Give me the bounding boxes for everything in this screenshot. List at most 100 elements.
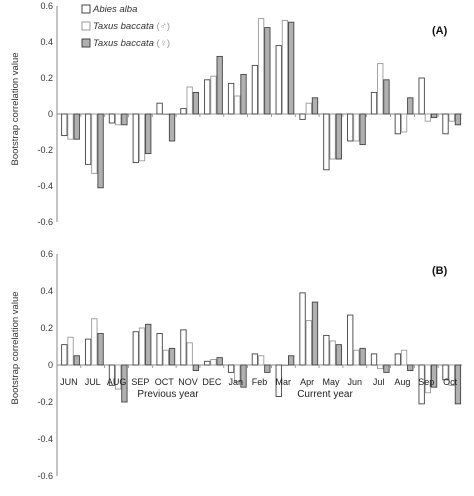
panel-a-bar-series-2-sep [424,113,432,122]
panel-a-bar-series-2-may [329,113,336,160]
month-label-nov: NOV [178,377,198,387]
panel-a-y-tick-label: 0.6 [40,1,53,11]
panel-a-bar-series-3-jul [97,113,104,189]
month-label-apr: Apr [300,377,314,387]
legend-item-abies-alba: Abies alba [81,4,137,15]
panel-b-bar-series-2-aug [115,364,122,390]
panel-a-bar-series-2-jul [91,113,98,174]
panel-a-bar-series-1-jul [84,113,92,165]
panel-a-bar-series-3-oct [168,113,176,142]
month-label-may: May [322,377,340,387]
panel-b-bar-series-2-jan [234,364,241,383]
panel-b-y-tick-label: 0.2 [40,323,53,333]
panel-b-bar-series-3-sep [145,323,152,366]
panel-b-bar-series-3-aug [121,364,128,403]
panel-b-y-tick-label: -0.2 [37,397,53,407]
month-label-sep: SEP [131,377,149,387]
panel-a-bar-series-3-jun [359,113,366,146]
month-label-mar: Mar [276,377,292,387]
panel-a-bar-series-2-aug [400,113,408,133]
panel-a-bar-series-1-jun [61,113,68,137]
panel-b-bar-series-1-apr [299,292,306,366]
panel-a-bar-series-2-sep [138,113,146,162]
month-label-jul: Jul [373,377,385,387]
panel-b-y-tick-label: 0 [48,360,53,370]
month-label-oct: Oct [443,377,458,387]
legend-label-taxus-male-symbol: (♂) [154,21,170,32]
panel-a-bar-series-2-jul [377,63,384,115]
panel-a-label: (A) [432,25,448,37]
panel-a-bar-series-2-aug [115,113,122,126]
panel-b-bar-series-1-sep [132,331,139,366]
month-label-jan: Jan [228,377,243,387]
panel-b-bar-series-2-mar [281,364,289,367]
panel-a-bar-series-3-aug [121,113,128,126]
panel-b-bar-series-1-mar [275,364,282,397]
panel-b-bar-series-2-jul [91,318,98,366]
panel-b-bar-series-1-may [323,334,330,366]
panel-b-bar-series-2-jul [377,364,384,370]
panel-a-bar-series-1-aug [394,113,401,135]
legend-label-abies-alba: Abies alba [92,4,137,15]
panel-a-bar-series-2-oct [448,113,455,122]
panel-a-bar-series-2-nov [186,86,193,115]
panel-b-bar-series-1-oct [442,364,449,381]
panel-a-bar-series-3-jun [73,113,80,140]
panel-a-bar-series-3-oct [454,113,462,126]
period-label-current-year: Current year [297,389,353,400]
legend-label-taxus-female-name: Taxus baccata [93,38,154,49]
panel-b-bar-series-3-dec [216,357,223,366]
legend-item-taxus-female: Taxus baccata (♀) [81,38,170,49]
legend-swatch-taxus-male [81,21,91,31]
panel-a-y-tick-label: 0.4 [40,37,53,47]
panel-a-bar-series-1-oct [156,102,163,115]
month-label-jun: Jun [348,377,363,387]
panel-b-bar-series-3-feb [264,364,271,373]
panel-a-bar-series-3-dec [216,55,223,115]
panel-b-bar-series-3-sep [430,364,438,388]
panel-a-bar-series-2-oct [162,113,169,116]
panel-a-y-tick-label: 0 [48,109,53,119]
month-label-jul: JUL [85,377,101,387]
panel-a-bar-series-2-jun [67,113,74,140]
panel-b-y-tick-label: -0.6 [37,471,53,481]
panel-a-bar-series-2-mar [281,19,289,115]
panel-a-bar-series-1-apr [299,113,306,120]
panel-a-bar-series-3-nov [192,91,200,115]
panel-a-y-tick-label: -0.2 [37,145,53,155]
panel-b-bar-series-3-jun [73,355,80,366]
panel-b-bar-series-1-aug [394,353,401,366]
month-label-feb: Feb [252,377,268,387]
panel-b-bar-series-3-oct [168,347,176,366]
panel-b-bar-series-2-sep [424,364,432,394]
panel-a-bar-series-2-feb [257,18,265,115]
period-label-previous-year: Previous year [137,389,199,400]
panel-a-bar-series-1-nov [180,108,187,115]
panel-b-bar-series-2-aug [400,349,408,366]
legend-swatch-abies-alba [81,4,91,14]
panel-a-bar-series-3-mar [288,21,295,115]
month-label-jun: JUN [60,377,78,387]
panel-b-bar-series-1-aug [108,364,116,386]
legend-label-taxus-male-name: Taxus baccata [93,21,154,32]
panel-b-bar-series-2-dec [210,359,217,366]
panel-b-bar-series-1-jan [227,364,235,373]
panel-b-y-tick-label: -0.4 [37,434,53,444]
month-label-sep: Sep [418,377,434,387]
panel-b-bar-series-3-apr [311,301,319,366]
legend-label-taxus-female-symbol: (♀) [154,38,170,49]
panel-b-bar-series-1-jun [61,344,68,366]
panel-b-bar-series-2-apr [305,320,312,366]
panel-b-bar-series-3-oct [454,364,462,405]
panel-b-bar-series-2-jun [67,336,74,366]
panel-b-bar-series-1-dec [204,360,211,366]
panel-a-y-tick-label: -0.4 [37,181,53,191]
panel-b-y-axis-label: Bootstrap correlation value [10,291,21,404]
panel-a-bar-series-1-dec [204,79,211,115]
panel-a-bar-series-3-may [335,113,342,160]
panel-b-bar-series-3-jul [97,333,104,366]
panel-a: Bootstrap correlation value (A) Abies al… [10,1,462,227]
panel-a-bar-series-1-may [323,113,330,171]
panel-a-bar-series-2-jan [234,95,241,115]
